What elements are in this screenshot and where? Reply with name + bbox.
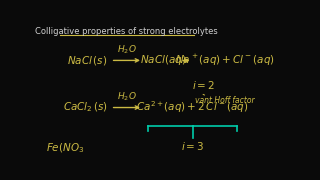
Text: Colligative properties of strong electrolytes: Colligative properties of strong electro… xyxy=(36,27,218,36)
Text: $NaCl(aq)$: $NaCl(aq)$ xyxy=(140,53,186,67)
Text: $H_2O$: $H_2O$ xyxy=(117,43,137,56)
Text: $i = 2$: $i = 2$ xyxy=(192,79,215,91)
Text: $Fe(NO_3$: $Fe(NO_3$ xyxy=(46,141,84,154)
Text: $CaCl_2\,(s)$: $CaCl_2\,(s)$ xyxy=(63,101,108,114)
Text: vant Hoff factor: vant Hoff factor xyxy=(195,96,255,105)
Text: $Ca^{2+}(aq) + 2\,Cl^-(aq)$: $Ca^{2+}(aq) + 2\,Cl^-(aq)$ xyxy=(136,100,249,115)
Text: $NaCl\,(s)$: $NaCl\,(s)$ xyxy=(67,54,108,67)
Text: $i = 3$: $i = 3$ xyxy=(181,140,204,152)
Text: $Na^+(aq) + Cl^-(aq)$: $Na^+(aq) + Cl^-(aq)$ xyxy=(175,53,275,68)
Text: $H_2O$: $H_2O$ xyxy=(117,90,137,103)
